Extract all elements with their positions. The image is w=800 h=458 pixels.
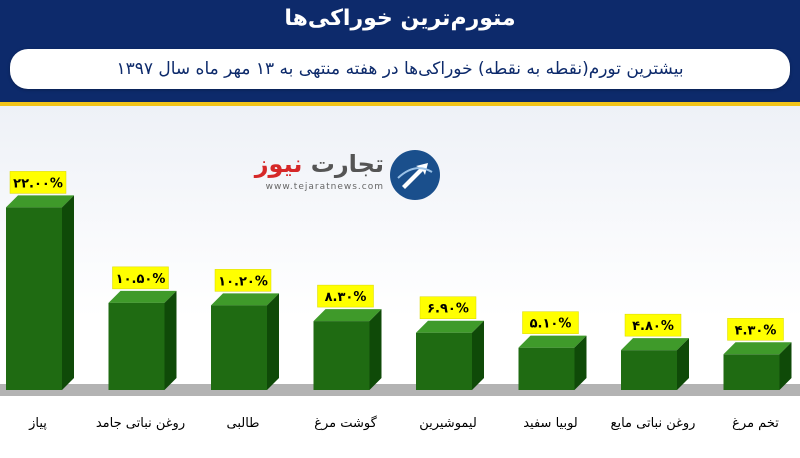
bar-top-face <box>6 195 74 208</box>
category-label: طالبی <box>226 416 259 431</box>
data-label-box <box>9 171 67 194</box>
data-label: ۸.۳۰% <box>325 290 367 305</box>
bar-top-face <box>211 293 279 306</box>
plot-area: ۲۲.۰۰% پیاز ۱۰.۵۰% روغن نباتی جامد ۱۰.۲۰% طال… <box>0 106 800 458</box>
chart-title: متورم‌ترین خوراکی‌ها <box>284 6 516 31</box>
bar <box>313 321 370 390</box>
data-label-box <box>419 296 477 319</box>
data-label-box <box>214 269 272 292</box>
logo-name-prefix: تجارت <box>310 150 384 178</box>
bar-chart: ۲۲.۰۰% پیاز ۱۰.۵۰% روغن نباتی جامد ۱۰.۲۰% طال… <box>0 171 800 431</box>
floor-band <box>0 384 800 396</box>
bar <box>108 302 165 390</box>
data-label-box <box>727 318 784 341</box>
header: متورم‌ترین خوراکی‌ها بیشترین تورم(نقطه ب… <box>0 0 800 102</box>
bar <box>518 347 575 390</box>
bar-side-face <box>677 338 689 390</box>
bar-top-face <box>313 309 382 322</box>
category-label: پیاز <box>28 416 47 431</box>
bar-side-face <box>779 342 792 390</box>
globe-arrow-icon <box>390 150 440 200</box>
category-label: لوبیا سفید <box>523 416 578 431</box>
category-label: تخم مرغ <box>732 416 779 431</box>
bar-side-face <box>62 195 74 390</box>
bar-top-face <box>621 338 689 351</box>
category-label: لیموشیرین <box>419 416 477 431</box>
logo-url: www.tejaratnews.com <box>265 182 384 192</box>
chart-subtitle: بیشترین تورم(نقطه به نقطه) خوراکی‌ها در … <box>10 49 790 89</box>
bar <box>723 354 780 390</box>
bar-top-face <box>108 290 177 303</box>
category-label: روغن نباتی جامد <box>96 416 185 431</box>
accent-bar <box>0 102 800 106</box>
bar <box>6 207 62 390</box>
bar-side-face <box>369 309 382 390</box>
data-label: ۱۰.۲۰% <box>218 274 268 289</box>
data-label: ۲۲.۰۰% <box>13 176 63 191</box>
data-label: ۴.۳۰% <box>735 323 777 338</box>
data-label: ۵.۱۰% <box>530 317 572 332</box>
bar-side-face <box>472 320 484 390</box>
bar-top-face <box>518 335 587 348</box>
bar-side-face <box>164 290 177 390</box>
bar <box>621 350 677 390</box>
bar-side-face <box>267 293 279 390</box>
bar-top-face <box>723 342 792 355</box>
data-label: ۶.۹۰% <box>427 302 469 317</box>
bar <box>211 305 267 390</box>
category-label: روغن نباتی مایع <box>611 416 696 431</box>
bar-side-face <box>574 335 587 390</box>
data-label-box <box>112 266 169 290</box>
data-label-box <box>522 311 579 334</box>
data-label-box <box>624 313 682 337</box>
logo-name-accent: نیوز <box>254 150 303 178</box>
data-label-box <box>317 284 374 308</box>
bar-top-face <box>416 320 484 333</box>
data-label: ۴.۸۰% <box>632 319 674 334</box>
category-label: گوشت مرغ <box>314 415 377 431</box>
watermark-logo: تجارت نیوز www.tejaratnews.com <box>255 150 440 202</box>
data-label: ۱۰.۵۰% <box>116 272 166 287</box>
logo-name: تجارت نیوز <box>255 150 384 178</box>
bar <box>416 332 472 390</box>
